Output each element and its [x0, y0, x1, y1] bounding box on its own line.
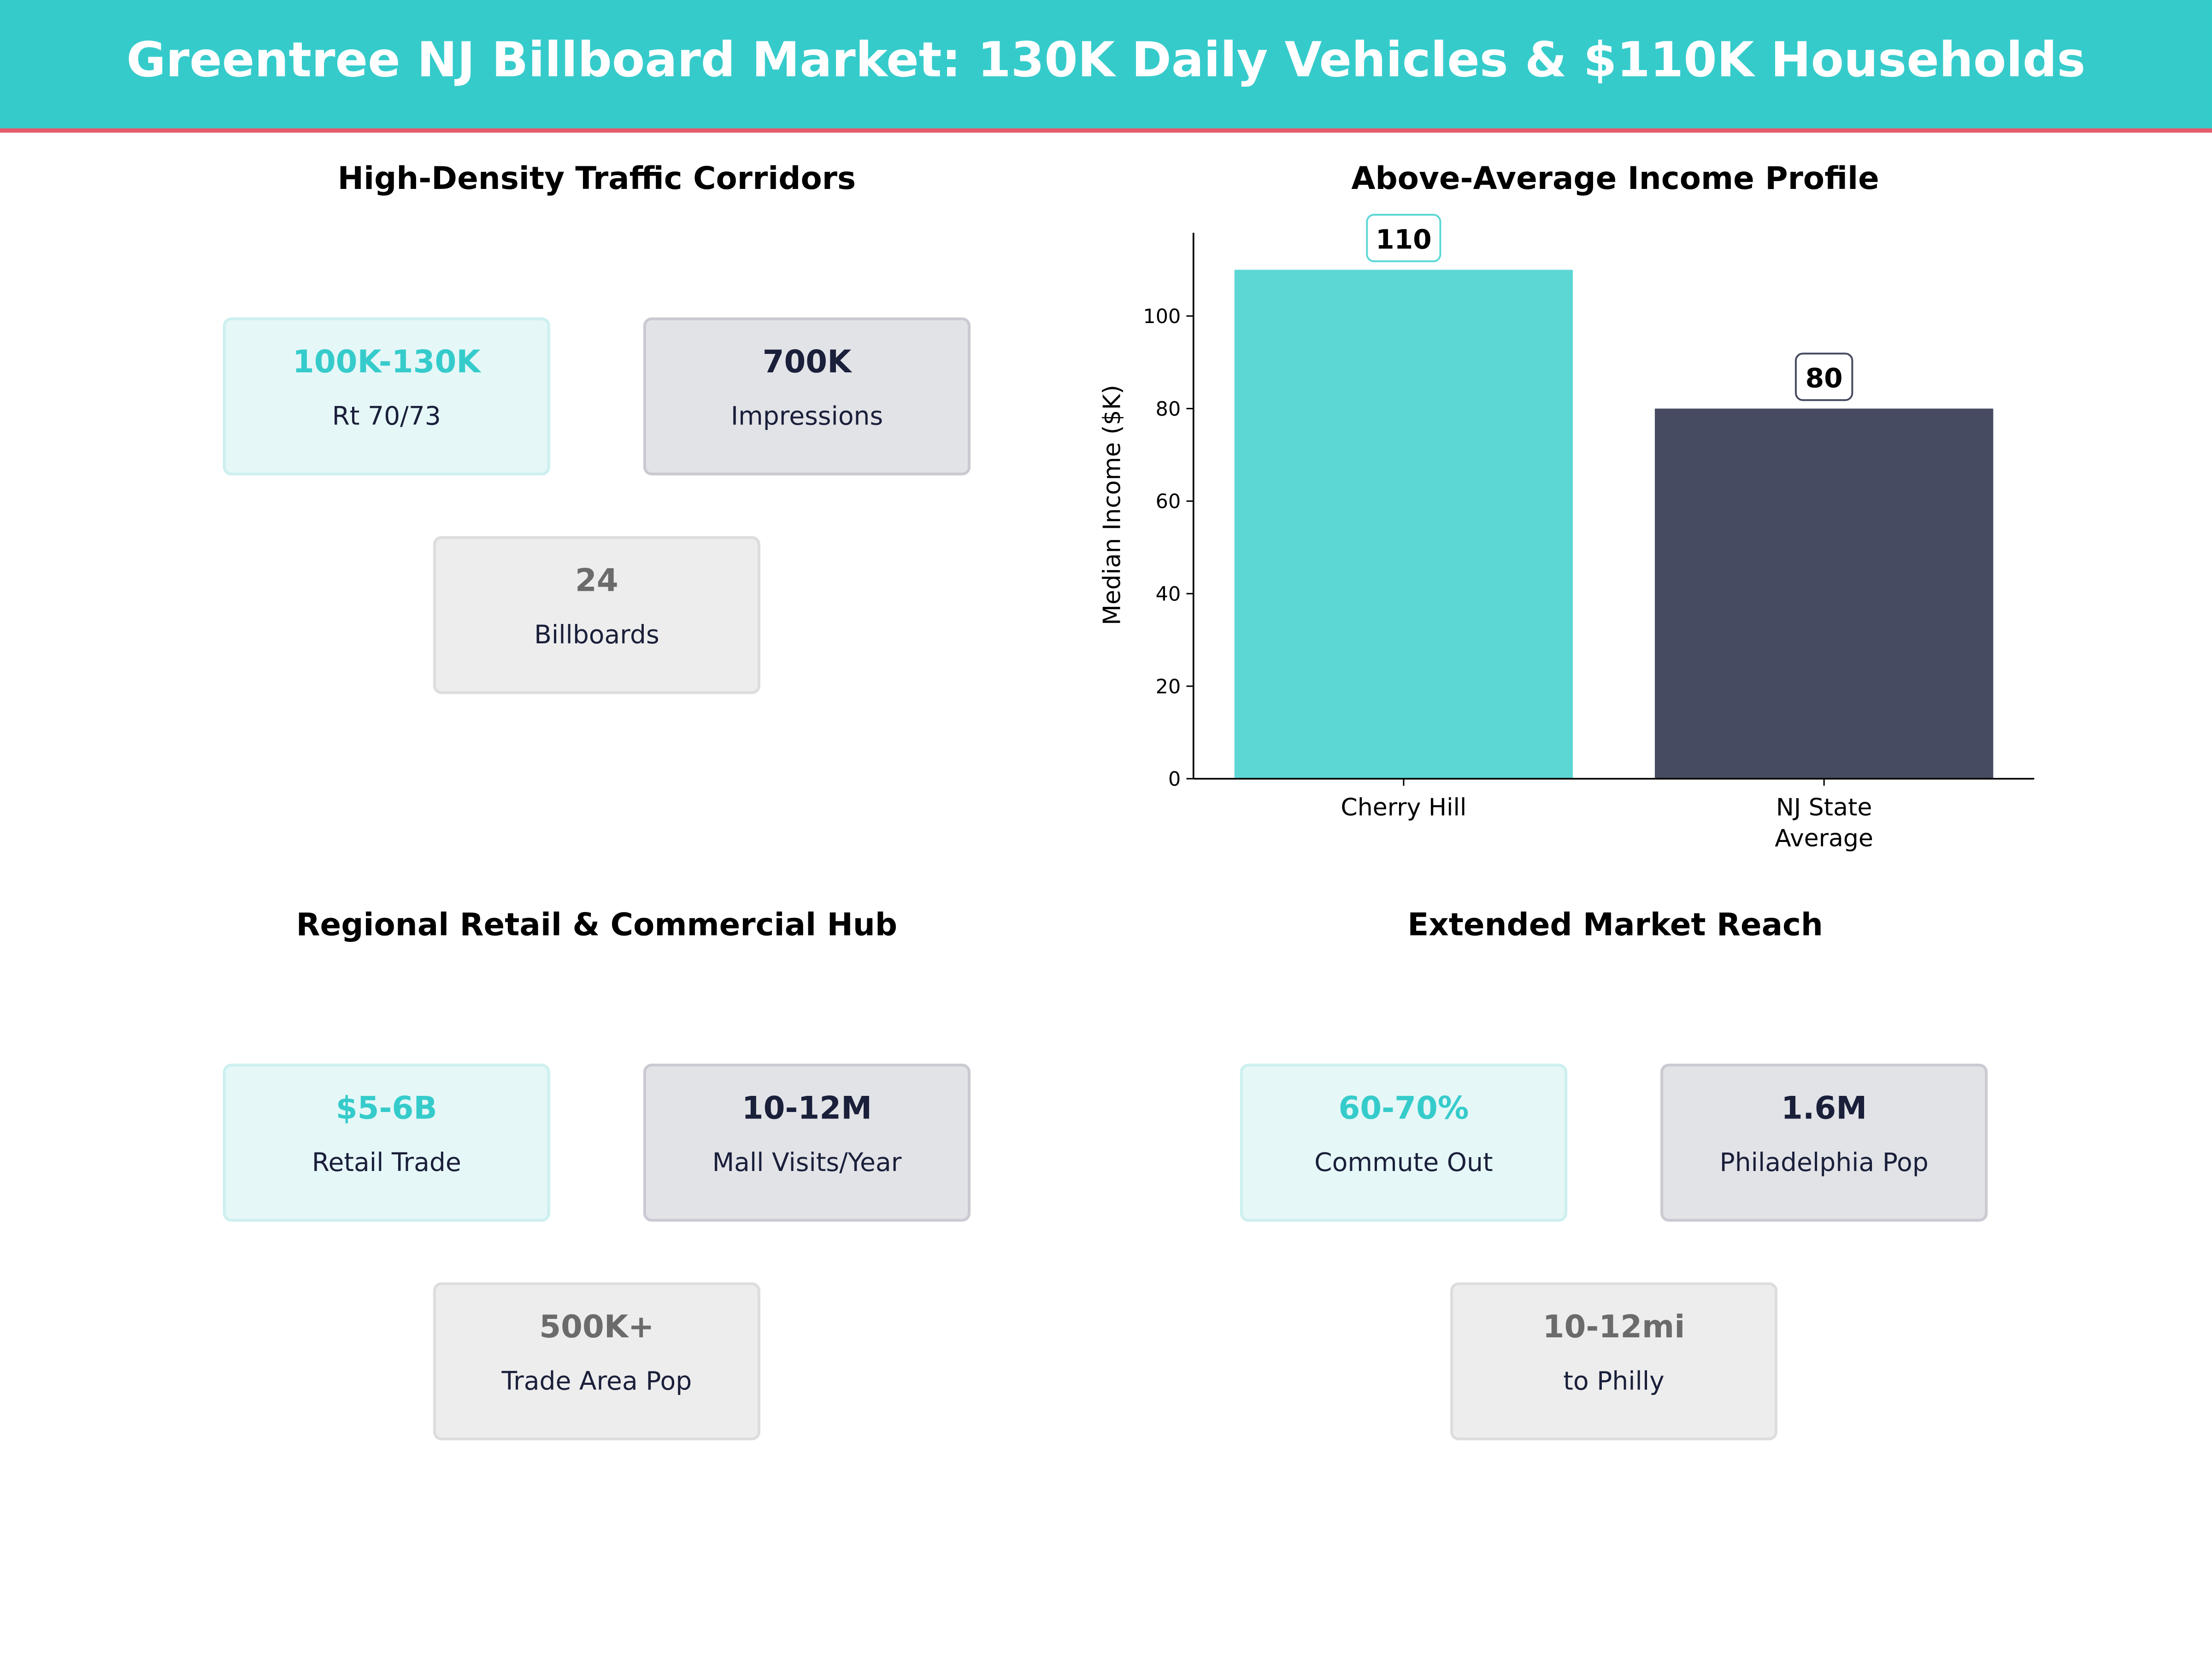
stat-value: 10-12mi [1542, 1310, 1685, 1346]
stat-card-traffic-volume: 100K-130K Rt 70/73 [223, 317, 550, 476]
bar-1 [1654, 408, 1994, 779]
y-tick-label-3: 60 [1156, 490, 1181, 513]
stat-value: 700K [762, 345, 852, 381]
panel-title-reach: Extended Market Reach [1407, 908, 1823, 944]
stat-value: 500K+ [539, 1310, 654, 1346]
stat-value: 100K-130K [292, 345, 481, 381]
income-bar-chart: 110 Cherry Hill 80 NJ State Average 0 20 40 60 80… [1099, 214, 2035, 853]
data-label-box-1 [1794, 353, 1853, 401]
panel-title-traffic: High-Density Traffic Corridors [337, 162, 856, 198]
stat-label: Retail Trade [312, 1148, 461, 1178]
y-tick-label-1: 20 [1156, 675, 1181, 698]
stat-value: 10-12M [741, 1092, 872, 1127]
panel-title-retail: Regional Retail & Commercial Hub [296, 908, 898, 944]
stat-card-distance-philly: 10-12mi to Philly [1450, 1282, 1778, 1441]
stat-value: 24 [575, 564, 618, 600]
stat-label: Mall Visits/Year [712, 1148, 902, 1178]
y-tick-label-0: 0 [1168, 768, 1181, 791]
data-label-1: 80 [1806, 363, 1843, 394]
stat-label: to Philly [1563, 1367, 1665, 1397]
header-banner: Greentree NJ Billboard Market: 130K Dail… [0, 0, 2212, 133]
y-axis-label: Median Income ($K) [1099, 385, 1126, 625]
y-tick-label-5: 100 [1143, 305, 1181, 328]
bar-0 [1234, 270, 1573, 779]
stat-card-philadelphia-pop: 1.6M Philadelphia Pop [1660, 1064, 1988, 1222]
stat-label: Impressions [730, 402, 883, 432]
y-tick-label-4: 80 [1156, 398, 1181, 421]
stat-card-mall-visits: 10-12M Mall Visits/Year [643, 1064, 971, 1222]
stat-label: Trade Area Pop [501, 1367, 692, 1397]
stat-label: Rt 70/73 [332, 402, 441, 432]
stat-value: 1.6M [1781, 1092, 1867, 1127]
data-label-0: 110 [1376, 224, 1431, 255]
y-tick-label-2: 40 [1156, 583, 1181, 606]
stat-card-commute-out: 60-70% Commute Out [1240, 1064, 1567, 1222]
stat-label: Billboards [534, 620, 659, 651]
stat-card-billboards: 24 Billboards [433, 536, 760, 694]
stat-card-retail-trade: $5-6B Retail Trade [223, 1064, 550, 1222]
stat-label: Philadelphia Pop [1719, 1148, 1929, 1178]
x-tick-label-1: NJ State [1776, 794, 1872, 821]
chart-title: Above-Average Income Profile [1351, 162, 1879, 198]
stat-card-trade-area-pop: 500K+ Trade Area Pop [433, 1282, 760, 1441]
x-tick-label-1: Average [1775, 825, 1873, 853]
x-tick-label-0: Cherry Hill [1341, 794, 1466, 821]
data-label-box-0 [1366, 214, 1441, 263]
stat-value: $5-6B [335, 1092, 437, 1127]
stat-label: Commute Out [1314, 1148, 1493, 1178]
stat-card-impressions: 700K Impressions [643, 317, 971, 476]
page-title: Greentree NJ Billboard Market: 130K Dail… [126, 32, 2086, 89]
stat-value: 60-70% [1338, 1092, 1469, 1127]
